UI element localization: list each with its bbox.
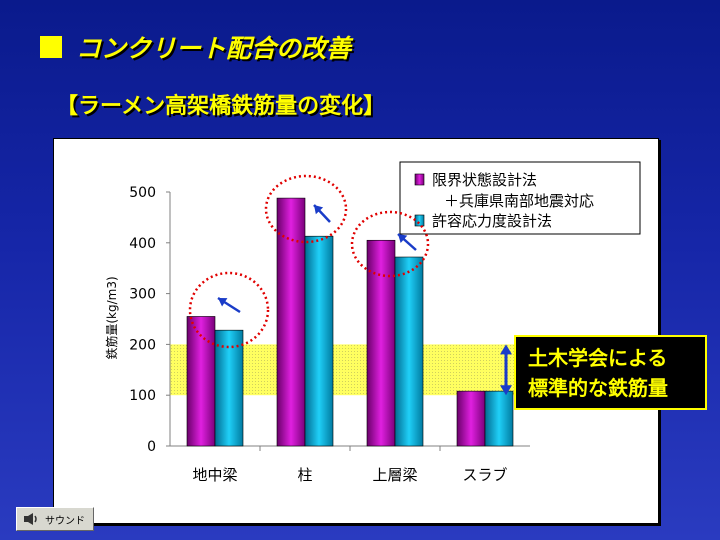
y-tick-label: 200 bbox=[129, 337, 156, 353]
highlight-circle bbox=[188, 271, 270, 349]
bar-allowable-stress bbox=[394, 256, 424, 447]
x-tick-label: 上層梁 bbox=[372, 466, 417, 484]
legend-box bbox=[399, 161, 641, 235]
sound-button[interactable]: サウンド bbox=[16, 507, 94, 531]
range-arrow-head-top bbox=[500, 344, 512, 355]
title-bullet-icon bbox=[40, 36, 62, 58]
range-arrow-head-bottom bbox=[500, 385, 512, 396]
arrow-head-icon bbox=[398, 234, 408, 244]
x-tick-label: スラブ bbox=[462, 466, 507, 484]
legend-label-3: 許容応力度設計法 bbox=[432, 212, 552, 230]
callout-line-1: 土木学会による bbox=[528, 345, 668, 370]
y-axis-label: 鉄筋量(kg/m3) bbox=[104, 276, 119, 359]
legend-label-2: ＋兵庫県南部地震対応 bbox=[444, 192, 594, 210]
standard-amount-callout: 土木学会による 標準的な鉄筋量 bbox=[514, 335, 707, 410]
slide-subtitle: 【ラーメン高架橋鉄筋量の変化】 bbox=[56, 94, 386, 119]
x-tick-label: 地中梁 bbox=[192, 466, 237, 484]
highlight-circle bbox=[264, 174, 348, 244]
y-tick-label: 500 bbox=[129, 185, 156, 201]
callout-line-2: 標準的な鉄筋量 bbox=[528, 375, 668, 400]
legend-swatch-limit-state bbox=[414, 173, 425, 186]
bar-allowable-stress bbox=[304, 235, 334, 447]
bar-limit-state bbox=[366, 239, 396, 447]
y-tick-label: 300 bbox=[129, 287, 156, 303]
x-tick-label: 柱 bbox=[297, 466, 312, 484]
legend-label-1: 限界状態設計法 bbox=[432, 171, 537, 189]
bar-limit-state bbox=[186, 316, 216, 447]
bar-allowable-stress bbox=[214, 329, 244, 447]
y-tick-label: 400 bbox=[129, 236, 156, 252]
highlight-circle bbox=[350, 210, 430, 278]
arrow-head-icon bbox=[314, 205, 324, 215]
bar-limit-state bbox=[456, 390, 486, 447]
bar-limit-state bbox=[276, 197, 306, 447]
y-tick-label: 0 bbox=[147, 439, 156, 455]
y-tick-label: 100 bbox=[129, 388, 156, 404]
bar-allowable-stress bbox=[484, 390, 514, 447]
title-text: コンクリート配合の改善 bbox=[76, 34, 352, 63]
slide-title: コンクリート配合の改善 bbox=[40, 30, 351, 64]
sound-label: サウンド bbox=[45, 515, 85, 527]
legend-swatch-allowable bbox=[414, 214, 425, 227]
speaker-icon bbox=[22, 512, 40, 526]
arrow-head-icon bbox=[218, 298, 228, 307]
